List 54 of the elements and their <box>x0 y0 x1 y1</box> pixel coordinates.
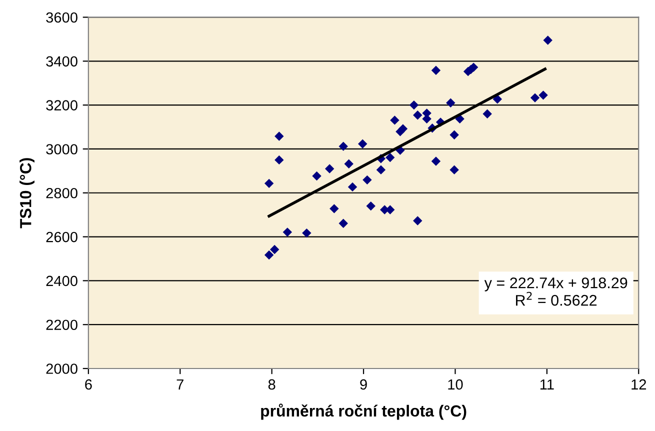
x-tick-label: 9 <box>360 379 367 390</box>
point <box>376 165 386 174</box>
point <box>302 228 312 238</box>
point <box>492 94 502 104</box>
y-tick-label: 3200 <box>46 100 78 110</box>
point <box>338 142 348 151</box>
y-tick-label: 3400 <box>46 56 78 67</box>
x-tick-label: 6 <box>85 379 92 390</box>
point <box>264 250 274 260</box>
point <box>386 152 395 162</box>
point <box>362 175 372 185</box>
point <box>413 110 422 120</box>
y-tick-label: 2400 <box>46 276 78 286</box>
point <box>431 156 441 166</box>
y-axis-title: TS10 (°C) <box>20 158 34 228</box>
x-tick-label: 12 <box>632 379 646 390</box>
point <box>482 109 492 118</box>
x-tick-label: 11 <box>540 379 554 390</box>
y-tick-label: 2200 <box>46 320 78 330</box>
point <box>324 164 334 174</box>
y-tick-label: 2600 <box>46 232 78 242</box>
point <box>446 98 456 108</box>
y-tick-label: 3600 <box>46 12 78 23</box>
annotation: R$^{2}$ = 0.5622 <box>516 292 597 306</box>
point <box>338 218 348 228</box>
point <box>543 36 552 45</box>
y-tick-label: 3000 <box>46 144 78 154</box>
point <box>398 124 408 134</box>
x-axis-title: průměrná roční teplota (°C) <box>261 404 466 420</box>
x-tick-label: 7 <box>176 379 184 390</box>
point <box>530 93 540 102</box>
point <box>274 132 284 141</box>
annotation: y = 222.74x + 918.29 <box>484 277 628 292</box>
point <box>282 228 292 237</box>
point <box>450 165 459 174</box>
point <box>344 159 354 168</box>
point <box>270 244 280 254</box>
point <box>330 204 339 214</box>
point <box>409 100 419 110</box>
point <box>358 139 368 149</box>
point <box>390 116 400 125</box>
point <box>538 90 548 100</box>
point <box>348 182 358 192</box>
point <box>450 130 459 140</box>
point <box>366 201 376 211</box>
y-tick-label: 2000 <box>46 364 78 374</box>
point <box>413 216 422 226</box>
point <box>431 66 441 75</box>
point <box>264 178 274 188</box>
x-tick-label: 10 <box>448 379 463 390</box>
point <box>312 171 322 181</box>
y-tick-label: 2800 <box>46 188 78 198</box>
x-tick-label: 8 <box>268 379 276 390</box>
point <box>274 155 284 165</box>
